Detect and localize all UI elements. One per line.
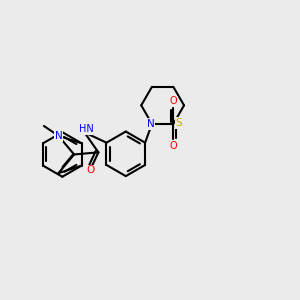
Text: O: O xyxy=(169,141,177,151)
Text: O: O xyxy=(169,97,177,106)
Text: N: N xyxy=(55,131,62,141)
Text: HN: HN xyxy=(79,124,93,134)
Text: N: N xyxy=(147,119,154,129)
Text: O: O xyxy=(86,166,94,176)
Text: S: S xyxy=(176,118,182,128)
